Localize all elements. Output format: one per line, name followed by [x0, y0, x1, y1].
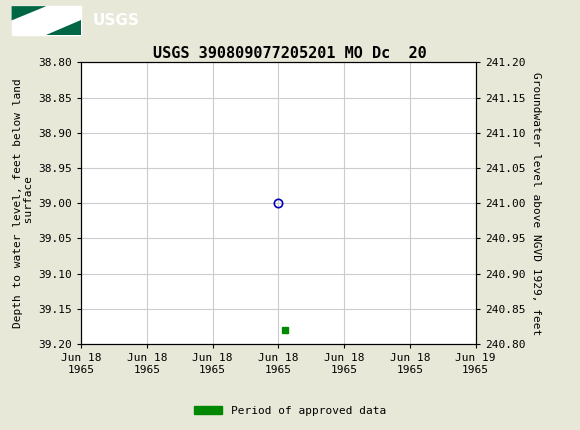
Text: USGS: USGS: [93, 13, 140, 28]
Y-axis label: Depth to water level, feet below land
 surface: Depth to water level, feet below land su…: [13, 78, 34, 328]
Text: USGS 390809077205201 MO Dc  20: USGS 390809077205201 MO Dc 20: [153, 46, 427, 61]
Polygon shape: [12, 6, 46, 20]
Polygon shape: [46, 20, 81, 35]
FancyBboxPatch shape: [12, 6, 81, 35]
Legend: Period of approved data: Period of approved data: [190, 401, 390, 420]
Y-axis label: Groundwater level above NGVD 1929, feet: Groundwater level above NGVD 1929, feet: [531, 71, 541, 335]
